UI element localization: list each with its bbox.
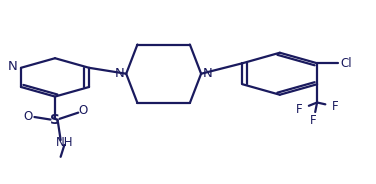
Text: N: N xyxy=(115,67,124,80)
Text: O: O xyxy=(79,104,88,117)
Text: Cl: Cl xyxy=(341,57,352,70)
Text: NH: NH xyxy=(56,136,73,149)
Text: F: F xyxy=(296,103,302,116)
Text: N: N xyxy=(8,60,18,73)
Text: S: S xyxy=(50,113,60,127)
Text: O: O xyxy=(23,110,32,123)
Text: N: N xyxy=(203,67,213,80)
Text: F: F xyxy=(332,100,338,113)
Text: F: F xyxy=(310,114,317,127)
